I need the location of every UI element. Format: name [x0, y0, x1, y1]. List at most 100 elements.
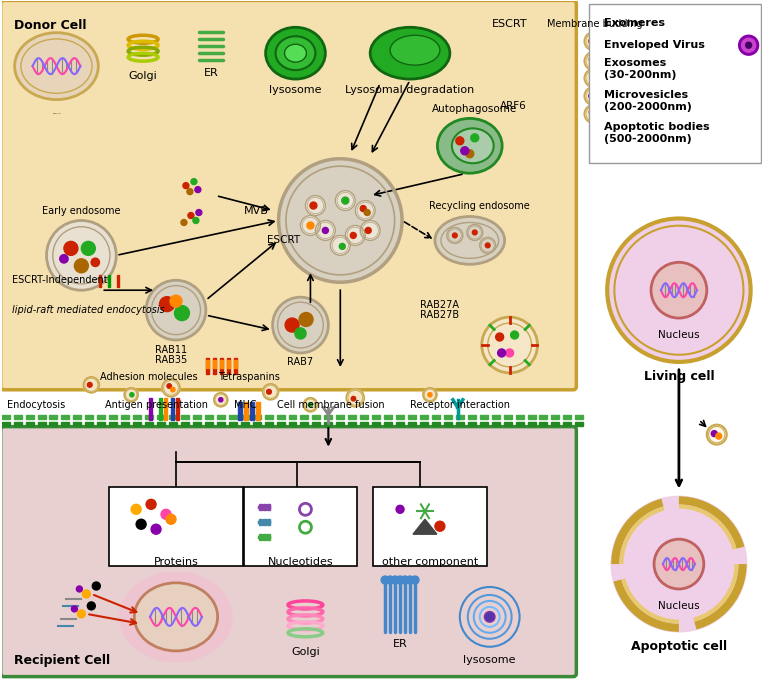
Bar	[98, 422, 105, 426]
FancyBboxPatch shape	[243, 488, 357, 566]
Text: Apoptotic bodies
(500-2000nm): Apoptotic bodies (500-2000nm)	[604, 122, 710, 143]
Bar	[563, 422, 571, 426]
Bar	[539, 415, 548, 419]
Circle shape	[82, 590, 90, 598]
Circle shape	[356, 201, 375, 220]
Bar	[73, 415, 82, 419]
Bar	[480, 415, 488, 419]
Wedge shape	[613, 579, 679, 632]
Circle shape	[195, 186, 201, 192]
Circle shape	[307, 222, 314, 229]
Circle shape	[272, 297, 328, 353]
Circle shape	[146, 499, 156, 509]
Text: RAB11: RAB11	[155, 345, 187, 355]
FancyBboxPatch shape	[1, 426, 576, 677]
Bar	[238, 402, 242, 420]
Ellipse shape	[437, 118, 502, 173]
Circle shape	[435, 522, 445, 531]
Bar	[563, 415, 571, 419]
FancyBboxPatch shape	[589, 4, 761, 163]
Circle shape	[193, 218, 199, 224]
Bar	[276, 415, 285, 419]
Circle shape	[167, 384, 172, 388]
Circle shape	[471, 134, 478, 142]
Circle shape	[510, 331, 519, 339]
Ellipse shape	[435, 216, 504, 265]
Circle shape	[472, 230, 477, 235]
Circle shape	[323, 228, 328, 233]
Bar	[118, 275, 119, 287]
Bar	[575, 422, 583, 426]
Bar	[220, 360, 223, 368]
Ellipse shape	[370, 27, 450, 79]
Bar	[444, 415, 452, 419]
Bar	[456, 422, 464, 426]
Circle shape	[360, 220, 380, 241]
Text: lysosome: lysosome	[269, 85, 322, 95]
Circle shape	[485, 243, 490, 248]
Text: RAB27A: RAB27A	[420, 300, 459, 310]
Circle shape	[584, 105, 602, 123]
Circle shape	[214, 393, 228, 407]
Circle shape	[350, 233, 356, 239]
Bar	[288, 422, 297, 426]
Bar	[229, 415, 237, 419]
Text: Tetraspanins: Tetraspanins	[217, 372, 279, 382]
Text: RAB27B: RAB27B	[420, 310, 459, 320]
Circle shape	[166, 514, 176, 524]
Bar	[99, 275, 101, 287]
Text: ESCRT: ESCRT	[492, 19, 527, 29]
Circle shape	[335, 190, 356, 211]
Circle shape	[365, 228, 371, 233]
Bar	[301, 415, 308, 419]
Bar	[14, 422, 21, 426]
Text: ER: ER	[393, 639, 407, 649]
Text: Autophagosome: Autophagosome	[432, 104, 517, 114]
Bar	[259, 520, 262, 525]
Bar	[85, 415, 93, 419]
Bar	[134, 422, 141, 426]
Ellipse shape	[119, 571, 233, 662]
Circle shape	[611, 496, 747, 632]
Bar	[348, 422, 356, 426]
Circle shape	[396, 505, 404, 513]
Circle shape	[584, 69, 602, 87]
Circle shape	[591, 76, 595, 80]
Text: Living cell: Living cell	[644, 370, 714, 383]
Bar	[240, 415, 249, 419]
Circle shape	[748, 100, 755, 107]
Bar	[157, 422, 165, 426]
Circle shape	[406, 576, 414, 584]
Circle shape	[736, 88, 761, 114]
Text: Lysosomal degradation: Lysosomal degradation	[346, 85, 475, 95]
Bar	[336, 422, 344, 426]
Circle shape	[131, 505, 141, 514]
Circle shape	[734, 118, 763, 148]
Bar	[181, 415, 189, 419]
Circle shape	[423, 388, 437, 402]
Text: RAB7: RAB7	[288, 357, 314, 367]
Circle shape	[589, 93, 594, 99]
Bar	[259, 534, 262, 540]
Bar	[26, 415, 34, 419]
Circle shape	[76, 586, 82, 592]
Circle shape	[299, 313, 313, 326]
Bar	[171, 398, 174, 420]
Circle shape	[188, 213, 194, 218]
Bar	[2, 422, 10, 426]
Bar	[233, 360, 237, 368]
Text: ESCRT-Independent: ESCRT-Independent	[11, 275, 108, 286]
Circle shape	[83, 377, 99, 393]
Bar	[217, 415, 225, 419]
Circle shape	[159, 296, 175, 311]
Bar	[73, 422, 82, 426]
Bar	[396, 415, 404, 419]
Circle shape	[481, 317, 537, 373]
Circle shape	[305, 196, 325, 216]
Circle shape	[461, 147, 468, 155]
Circle shape	[87, 382, 92, 387]
Bar	[552, 415, 559, 419]
Circle shape	[87, 602, 95, 610]
Bar	[213, 358, 216, 374]
Wedge shape	[611, 498, 664, 564]
